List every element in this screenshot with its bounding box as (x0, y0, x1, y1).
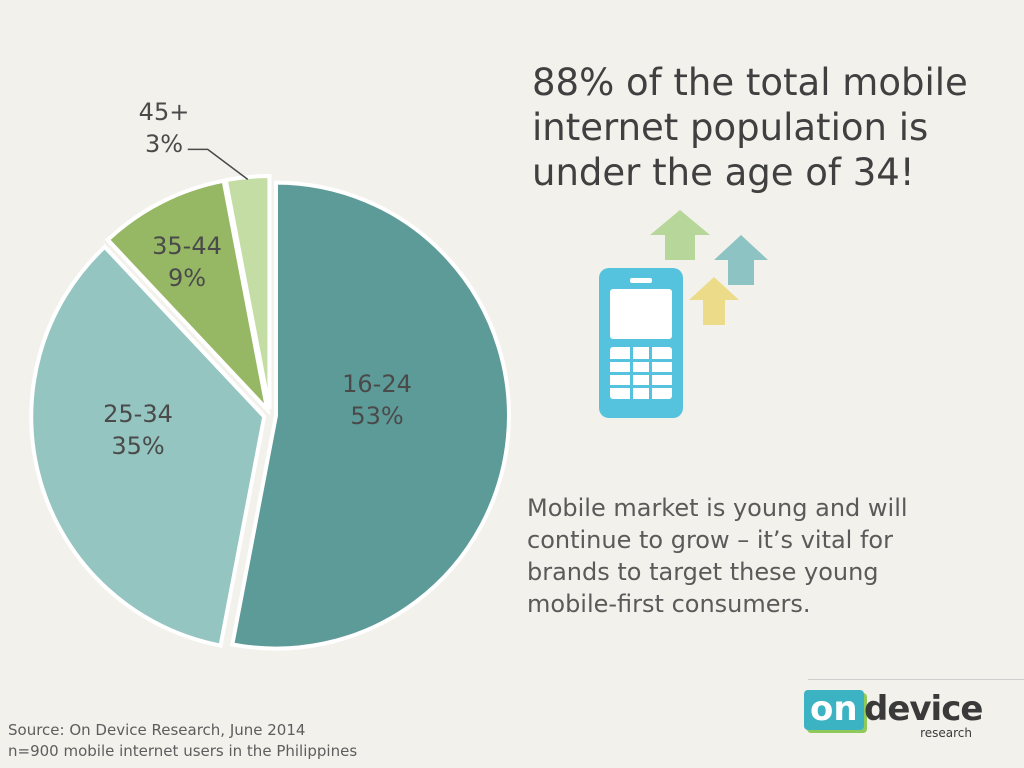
slice-category: 16-24 (342, 370, 412, 398)
source-note: Source: On Device Research, June 2014 n=… (8, 720, 357, 762)
logo-research: research (920, 726, 972, 740)
slice-category: 35-44 (152, 232, 222, 260)
slice-category: 25-34 (103, 400, 173, 428)
slice-value: 35% (111, 432, 165, 460)
logo-divider (808, 679, 1024, 680)
slice-label-35-44: 35-44 9% (117, 230, 257, 294)
leader-line-45-plus (187, 148, 249, 180)
slice-label-16-24: 16-24 53% (307, 368, 447, 432)
mobile-phone-icon (599, 268, 683, 418)
slice-value: 53% (350, 402, 404, 430)
sample-line: n=900 mobile internet users in the Phili… (8, 742, 358, 760)
slice-35-44 (104, 178, 271, 417)
slice-value: 3% (144, 130, 184, 158)
pie-chart (29, 148, 511, 651)
slice-45-plus (223, 174, 272, 410)
logo-device: device (864, 689, 983, 729)
slice-category: 45+ (138, 98, 190, 126)
slice-label-45-plus: 45+ 3% (94, 96, 234, 160)
slice-label-25-34: 25-34 35% (68, 398, 208, 462)
source-line: Source: On Device Research, June 2014 (8, 721, 306, 739)
logo-on: on (804, 690, 864, 730)
arrow-up-icon (714, 235, 768, 285)
headline: 88% of the total mobile internet populat… (532, 61, 968, 194)
summary-text: Mobile market is young and will continue… (527, 494, 908, 618)
arrow-up-icon (689, 277, 739, 325)
slice-16-24 (229, 180, 511, 651)
on-device-logo: on device research (804, 690, 984, 740)
arrow-up-icon (650, 210, 710, 260)
slice-value: 9% (167, 264, 207, 292)
mobile-growth-illustration (599, 210, 768, 418)
slice-25-34 (29, 243, 267, 648)
